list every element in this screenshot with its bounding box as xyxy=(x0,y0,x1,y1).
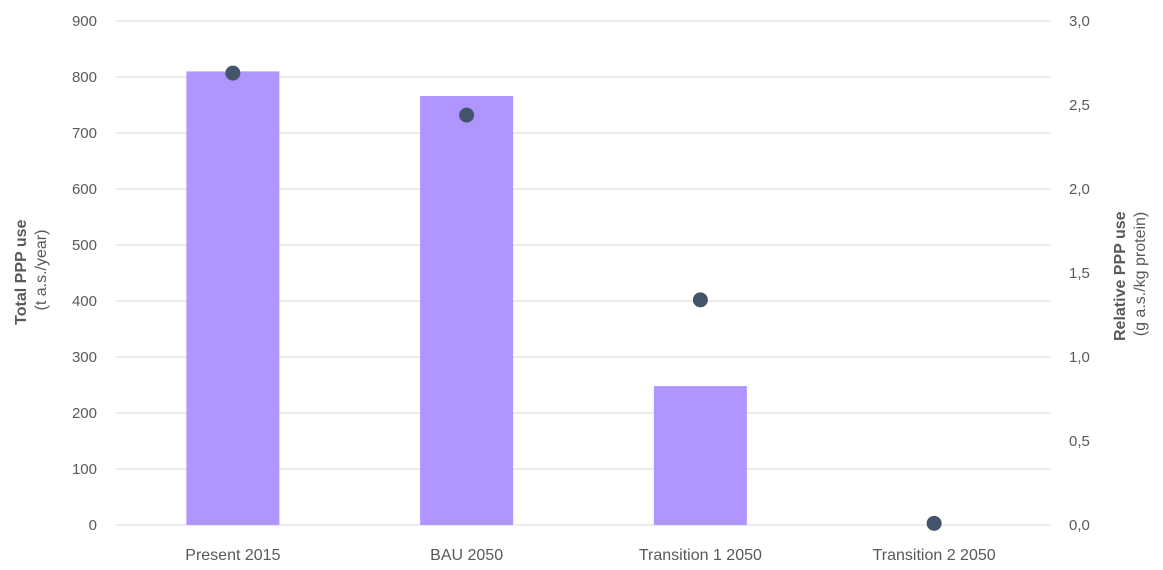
data-point xyxy=(692,292,708,308)
right-axis-title: Relative PPP use (g a.s./kg protein) xyxy=(1112,207,1149,341)
left-tick-label: 100 xyxy=(72,461,97,478)
right-axis-title-unit: (g a.s./kg protein) xyxy=(1132,212,1149,337)
left-tick-label: 600 xyxy=(72,181,97,198)
right-tick-label: 2,5 xyxy=(1069,97,1090,114)
left-axis-title-main: Total PPP use xyxy=(13,220,30,325)
left-tick-label: 400 xyxy=(72,293,97,310)
bar xyxy=(653,386,747,525)
bar xyxy=(420,96,514,525)
left-axis-title: Total PPP use (t a.s./year) xyxy=(13,215,50,325)
bar-series xyxy=(186,71,747,526)
right-tick-label: 2,0 xyxy=(1069,181,1090,198)
bar xyxy=(186,71,280,526)
category-label: BAU 2050 xyxy=(430,547,503,564)
left-axis-title-unit: (t a.s./year) xyxy=(33,230,50,311)
right-axis-title-main: Relative PPP use xyxy=(1112,211,1129,341)
right-tick-label: 0,5 xyxy=(1069,433,1090,450)
left-tick-label: 900 xyxy=(72,13,97,30)
left-tick-label: 800 xyxy=(72,69,97,86)
point-series xyxy=(225,65,942,531)
left-tick-label: 700 xyxy=(72,125,97,142)
right-tick-label: 1,5 xyxy=(1069,265,1090,282)
left-tick-label: 0 xyxy=(89,517,97,534)
category-label: Transition 2 2050 xyxy=(873,547,996,564)
category-labels: Present 2015 BAU 2050 Transition 1 2050 Tra… xyxy=(185,547,995,564)
category-label: Present 2015 xyxy=(185,547,280,564)
left-tick-label: 200 xyxy=(72,405,97,422)
left-tick-label: 300 xyxy=(72,349,97,366)
category-label: Transition 1 2050 xyxy=(639,547,762,564)
data-point xyxy=(926,515,942,531)
left-tick-label: 500 xyxy=(72,237,97,254)
right-axis-ticks: 0,0 0,5 1,0 1,5 2,0 2,5 3,0 xyxy=(1069,13,1090,534)
right-tick-label: 1,0 xyxy=(1069,349,1090,366)
left-axis-ticks: 0 100 200 300 400 500 600 700 800 900 xyxy=(72,13,97,534)
data-point xyxy=(225,65,241,81)
right-tick-label: 0,0 xyxy=(1069,517,1090,534)
data-point xyxy=(459,107,475,123)
right-tick-label: 3,0 xyxy=(1069,13,1090,30)
